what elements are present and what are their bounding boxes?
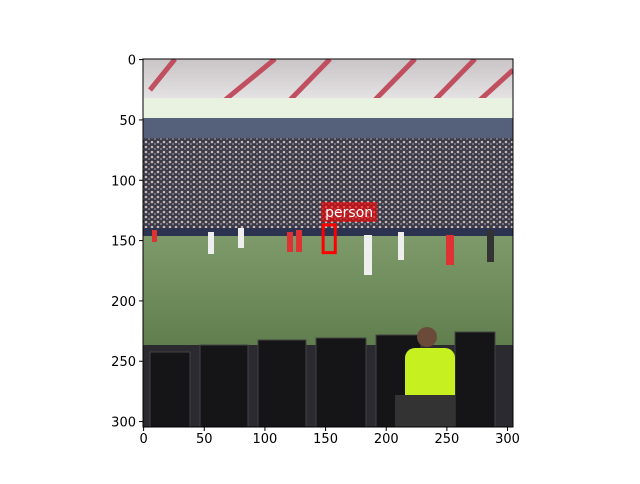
photo bbox=[143, 59, 513, 427]
y-tick-label: 250 bbox=[111, 355, 136, 370]
y-tick-label: 50 bbox=[119, 114, 136, 129]
spectator-head bbox=[417, 327, 437, 347]
y-tick-label: 150 bbox=[111, 235, 136, 250]
y-tick-label: 100 bbox=[111, 174, 136, 189]
y-tick-label: 200 bbox=[111, 295, 136, 310]
axes-frame bbox=[142, 58, 514, 428]
x-tick-label: 300 bbox=[495, 432, 520, 447]
bounding-box bbox=[321, 223, 337, 255]
x-tick-label: 50 bbox=[196, 432, 213, 447]
box-label: person bbox=[325, 205, 373, 221]
x-tick-label: 0 bbox=[139, 432, 147, 447]
spectator bbox=[405, 348, 455, 410]
x-tick-label: 150 bbox=[313, 432, 338, 447]
x-tick-label: 250 bbox=[434, 432, 459, 447]
x-tick-label: 100 bbox=[253, 432, 278, 447]
label-background bbox=[321, 201, 378, 222]
y-tick-label: 300 bbox=[111, 416, 136, 431]
players bbox=[152, 228, 494, 275]
x-tick-label: 200 bbox=[374, 432, 399, 447]
y-tick-label: 0 bbox=[128, 54, 136, 69]
